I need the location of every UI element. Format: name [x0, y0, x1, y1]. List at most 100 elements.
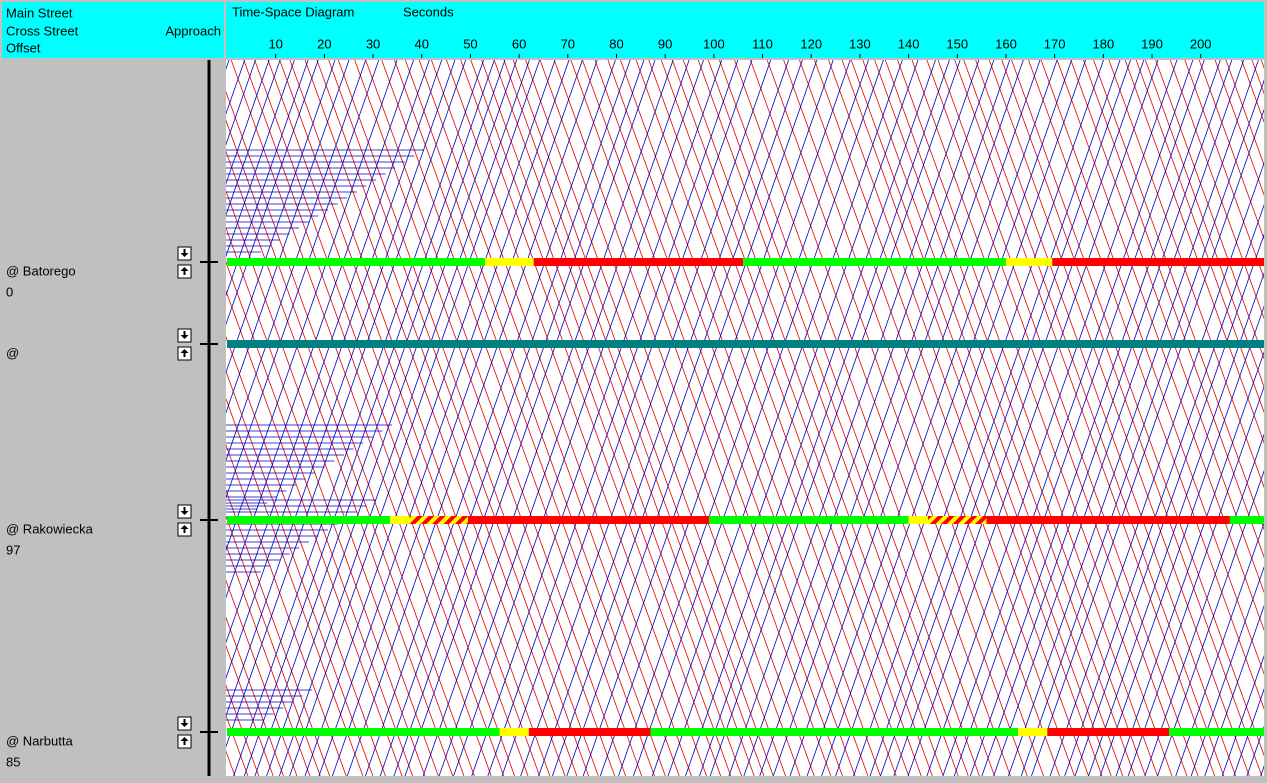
southbound-trajectory: [766, 60, 1028, 776]
intersection-offset: 0: [6, 284, 13, 299]
northbound-trajectory: [278, 60, 530, 776]
northbound-trajectory: [759, 60, 1011, 776]
approach-down-button[interactable]: [177, 246, 192, 261]
southbound-trajectory: [337, 60, 599, 776]
northbound-trajectory: [667, 60, 919, 776]
x-tick-label: 200: [1190, 36, 1212, 51]
approach-down-button[interactable]: [177, 328, 192, 343]
x-tick-label: 140: [898, 36, 920, 51]
intersection-name: @ Rakowiecka: [6, 521, 94, 536]
southbound-trajectory: [512, 60, 774, 776]
southbound-trajectory: [1198, 60, 1264, 240]
diagram-header: [226, 2, 1264, 58]
northbound-trajectory: [487, 60, 739, 776]
southbound-trajectory: [254, 60, 516, 776]
northbound-trajectory: [551, 60, 803, 776]
x-tick-label: 50: [463, 36, 477, 51]
southbound-trajectory: [1056, 60, 1264, 631]
northbound-trajectory: [538, 60, 790, 776]
northbound-trajectory: [599, 60, 851, 776]
signal-phase: [743, 258, 1006, 266]
southbound-trajectory: [862, 60, 1124, 776]
northbound-trajectory: [907, 60, 1159, 776]
northbound-trajectory: [365, 60, 616, 776]
southbound-trajectory: [635, 60, 897, 776]
southbound-trajectory: [734, 60, 995, 776]
unit-label: Seconds: [403, 4, 454, 19]
approach-up-button[interactable]: [177, 734, 192, 749]
southbound-trajectory: [1155, 60, 1264, 360]
northbound-trajectory: [438, 60, 690, 776]
button-arrow: [180, 525, 189, 533]
northbound-trajectory: [926, 60, 1178, 776]
northbound-trajectory: [1049, 162, 1264, 776]
northbound-trajectory: [806, 60, 1058, 776]
southbound-trajectory: [1169, 60, 1264, 320]
northbound-trajectory: [226, 60, 336, 374]
southbound-trajectory: [911, 60, 1173, 776]
southbound-trajectory: [582, 60, 843, 776]
northbound-trajectory: [853, 60, 1104, 776]
northbound-trajectory: [893, 60, 1145, 776]
approach-down-button[interactable]: [177, 716, 192, 731]
x-tick-label: 20: [317, 36, 331, 51]
southbound-trajectory: [719, 60, 980, 776]
x-tick-label: 180: [1092, 36, 1114, 51]
southbound-trajectory: [1011, 60, 1264, 757]
southbound-trajectory: [226, 335, 386, 776]
southbound-trajectory: [607, 60, 869, 776]
southbound-trajectory: [404, 60, 666, 776]
southbound-trajectory: [570, 60, 832, 776]
northbound-trajectory: [226, 60, 270, 185]
southbound-trajectory: [828, 60, 1089, 776]
southbound-trajectory: [381, 60, 643, 776]
northbound-trajectory: [471, 60, 723, 776]
left-header: [2, 2, 224, 58]
x-tick-label: 30: [366, 36, 380, 51]
button-arrow: [180, 349, 189, 357]
approach-up-button[interactable]: [177, 346, 192, 361]
signal-phase: [1047, 728, 1170, 736]
northbound-trajectory: [651, 60, 903, 776]
x-tick-label: 70: [561, 36, 575, 51]
signal-phase: [928, 516, 987, 524]
approach-up-button[interactable]: [177, 522, 192, 537]
signal-phase: [1229, 516, 1264, 524]
signal-phase: [708, 516, 909, 524]
button-arrow: [180, 507, 189, 515]
approach-up-button[interactable]: [177, 264, 192, 279]
signal-phase: [1169, 728, 1264, 736]
northbound-trajectory: [226, 60, 467, 748]
signal-phase: [533, 258, 744, 266]
southbound-trajectory: [799, 60, 1060, 776]
signal-phase: [1052, 258, 1264, 266]
intersection-name: @: [6, 345, 19, 360]
southbound-trajectory: [226, 150, 454, 776]
northbound-trajectory: [981, 60, 1233, 776]
southbound-trajectory: [1124, 60, 1264, 444]
northbound-trajectory: [1157, 470, 1264, 776]
southbound-trajectory: [226, 90, 475, 776]
intersection-offset: 85: [6, 754, 20, 769]
x-tick-label: 90: [658, 36, 672, 51]
northbound-trajectory: [699, 60, 950, 776]
approach-down-button[interactable]: [177, 504, 192, 519]
button-arrow: [180, 719, 189, 727]
southbound-trajectory: [243, 60, 505, 776]
northbound-trajectory: [226, 60, 414, 599]
button-arrow: [180, 267, 189, 275]
southbound-trajectory: [481, 60, 742, 776]
southbound-trajectory: [226, 260, 413, 776]
northbound-trajectory: [1008, 60, 1259, 776]
southbound-trajectory: [750, 60, 1011, 776]
northbound-trajectory: [226, 60, 367, 462]
x-tick-label: 150: [946, 36, 968, 51]
southbound-trajectory: [525, 60, 786, 776]
northbound-trajectory: [618, 60, 869, 776]
northbound-trajectory: [772, 60, 1024, 776]
northbound-trajectory: [233, 60, 484, 776]
northbound-trajectory: [1074, 233, 1264, 776]
northbound-trajectory: [226, 60, 309, 297]
southbound-trajectory: [660, 60, 922, 776]
northbound-trajectory: [1031, 108, 1264, 776]
